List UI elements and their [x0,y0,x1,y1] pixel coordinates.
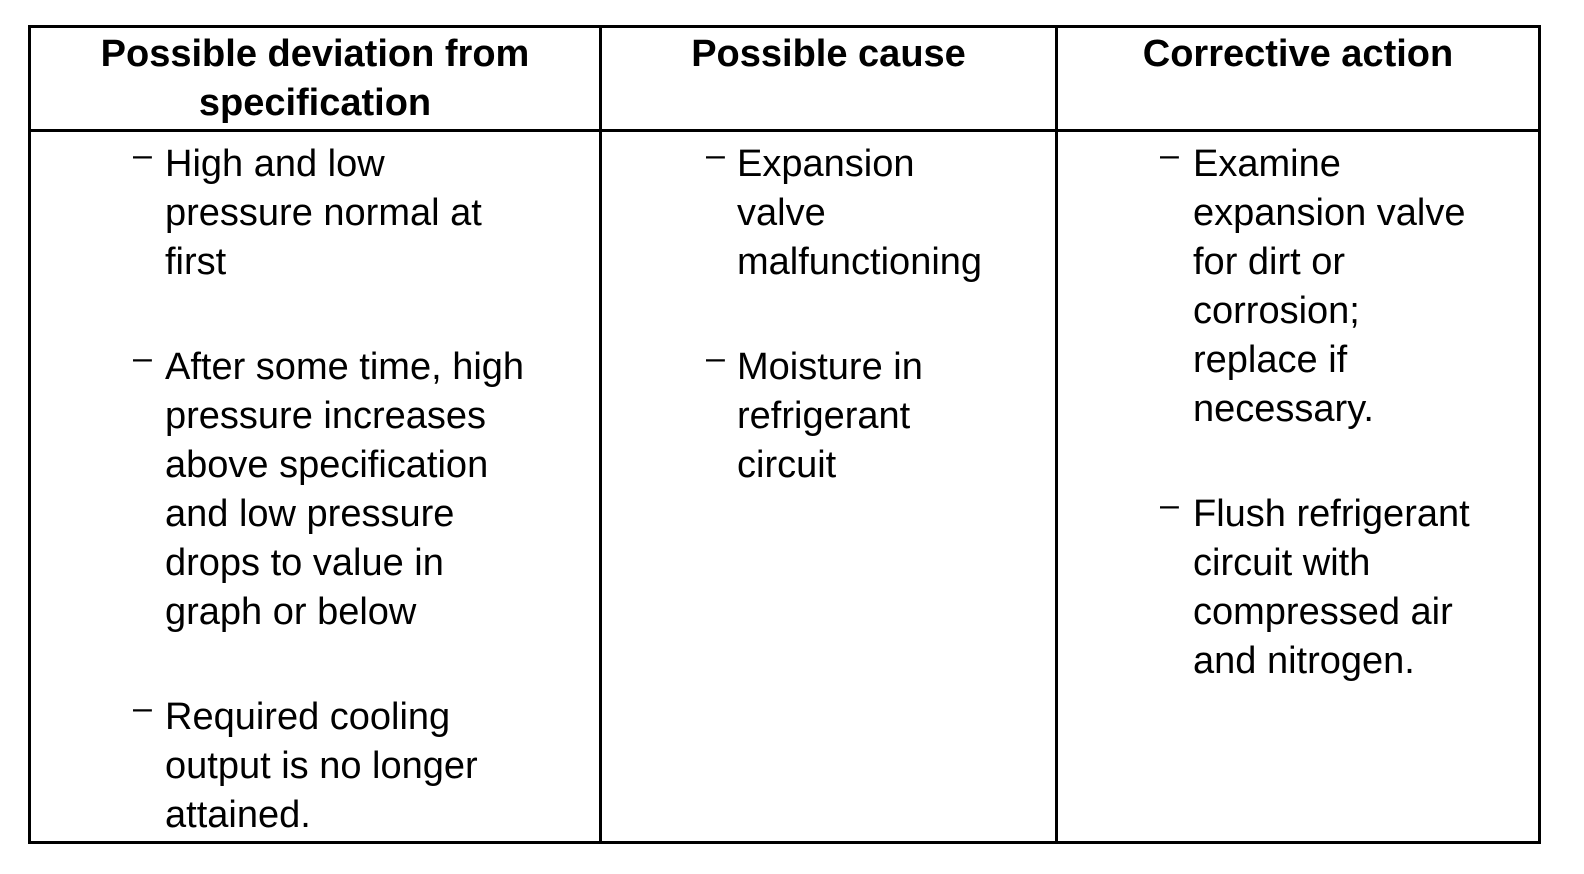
border [28,841,1541,844]
border [1538,25,1541,844]
item-line: Examine [1193,143,1341,185]
border [28,25,31,844]
item-line: graph or below [165,591,417,633]
item-line: above specification [165,444,489,486]
bullet: – [1160,136,1179,174]
item-line: High and low [165,143,385,185]
item-line: valve [737,192,826,234]
item-line: necessary. [1193,388,1374,430]
bullet: – [133,136,152,174]
bullet: – [706,339,725,377]
bullet: – [133,689,152,727]
column-header: Corrective action [1142,33,1454,75]
item-line: Flush refrigerant [1193,493,1470,535]
bullet: – [1160,486,1179,524]
item-line: and low pressure [165,493,455,535]
item-line: and nitrogen. [1193,640,1415,682]
item-line: corrosion; [1193,290,1360,332]
item-line: output is no longer [165,745,478,787]
item-line: pressure increases [165,395,487,437]
border [28,25,1541,28]
column-header: Possible deviation from specification [100,33,530,124]
item-line: After some time, high [165,346,525,388]
item-line: attained. [165,794,311,836]
item-line: refrigerant [737,395,911,437]
bullet: – [133,339,152,377]
item-line: pressure normal at [165,192,482,234]
item-line: malfunctioning [737,241,983,283]
item-line: compressed air [1193,591,1453,633]
item-line: Required cooling [165,696,451,738]
item-line: expansion valve [1193,192,1466,234]
header-divider [28,129,1541,132]
item-line: for dirt or [1193,241,1346,283]
column-header: Possible cause [691,33,966,75]
item-line: circuit with [1193,542,1371,584]
item-line: drops to value in [165,542,444,584]
item-line: Expansion [737,143,915,185]
item-line: Moisture in [737,346,923,388]
column-divider [599,25,602,844]
item-line: replace if [1193,339,1348,381]
item-line: circuit [737,444,837,486]
column-divider [1055,25,1058,844]
bullet: – [706,136,725,174]
item-line: first [165,241,227,283]
